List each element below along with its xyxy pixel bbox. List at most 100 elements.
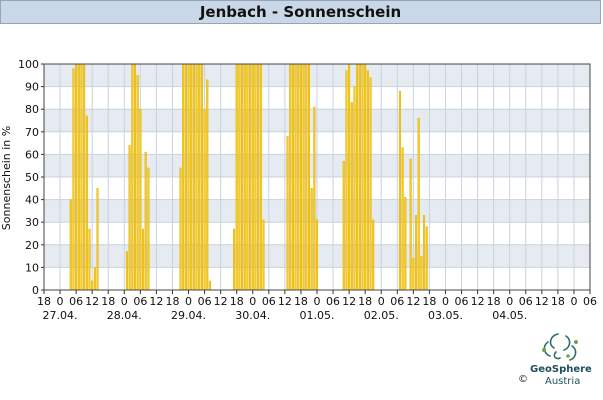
x-tick-label: 18 — [101, 295, 115, 308]
sunshine-bar — [299, 63, 302, 291]
sunshine-bar — [200, 63, 203, 291]
sunshine-bar — [423, 215, 426, 291]
y-tick-label: 70 — [25, 126, 39, 139]
x-tick-label: 06 — [262, 295, 276, 308]
x-tick-label: 18 — [37, 295, 51, 308]
x-tick-label: 06 — [198, 295, 212, 308]
geosphere-logo-icon — [542, 333, 578, 361]
x-tick-label: 06 — [455, 295, 469, 308]
sunshine-bar — [398, 90, 402, 291]
sunshine-bar — [96, 188, 99, 291]
x-tick-label: 18 — [165, 295, 179, 308]
sunshine-bar — [238, 63, 241, 291]
date-labels: 27.04. 28.04. 29.04. 30.04. 01.05. 02.05. 03.0… — [43, 309, 528, 322]
sunshine-bar — [342, 160, 345, 291]
sunshine-bar — [246, 63, 249, 291]
y-tick-label: 90 — [25, 81, 39, 94]
sunshine-bar — [136, 75, 139, 291]
x-tick-label: 06 — [326, 295, 340, 308]
sunshine-bar — [179, 167, 182, 291]
x-tick-label: 0 — [314, 295, 321, 308]
sunshine-bar — [425, 226, 428, 291]
x-tick-label: 18 — [422, 295, 436, 308]
sunshine-bar — [249, 63, 252, 291]
sunshine-bar — [414, 215, 418, 291]
sunshine-bar — [75, 63, 78, 291]
sunshine-bar — [404, 197, 407, 291]
y-tick-label: 10 — [25, 261, 39, 274]
x-tick-labels: 18 0 06 12 18 0 06 12 18 0 06 12 18 0 06 12 18 0 06 12 18 0 06… — [37, 295, 597, 308]
sunshine-bar — [139, 108, 142, 291]
sunshine-bar — [297, 63, 300, 291]
plot-frame — [43, 63, 591, 291]
sunshine-bar — [133, 63, 137, 291]
x-tick-label: 0 — [570, 295, 577, 308]
x-tick-label: 0 — [185, 295, 192, 308]
sunshine-bar — [254, 63, 257, 291]
sunshine-bar — [262, 219, 265, 291]
x-tick-label: 12 — [278, 295, 292, 308]
axes — [41, 63, 591, 294]
date-label: 28.04. — [107, 309, 142, 322]
sunshine-bar — [291, 63, 294, 291]
sunshine-bar — [83, 63, 86, 291]
sunshine-bar — [420, 255, 423, 291]
sunshine-bar — [203, 108, 206, 291]
sunshine-bar — [310, 188, 313, 291]
x-tick-label: 12 — [535, 295, 549, 308]
sunshine-bar — [401, 147, 404, 291]
sunshine-bar — [353, 86, 356, 291]
y-tick-label: 50 — [25, 171, 39, 184]
y-tick-label: 40 — [25, 194, 39, 207]
sunshine-bar — [313, 106, 316, 291]
sunshine-bar — [235, 63, 238, 291]
sunshine-bar — [128, 145, 131, 291]
sunshine-bar — [348, 63, 351, 291]
x-tick-label: 18 — [358, 295, 372, 308]
sunshine-bar — [369, 77, 372, 291]
sunshine-bar — [409, 158, 412, 291]
sunshine-bar — [69, 199, 72, 291]
date-label: 27.04. — [43, 309, 78, 322]
x-tick-label: 0 — [121, 295, 128, 308]
date-label: 29.04. — [171, 309, 206, 322]
sunshine-bar — [184, 63, 187, 291]
x-tick-label: 06 — [519, 295, 533, 308]
sunshine-bar — [241, 63, 244, 291]
sunshine-bar — [190, 63, 193, 291]
date-label: 04.05. — [492, 309, 527, 322]
sunshine-bar — [302, 63, 305, 291]
sunshine-bar — [206, 79, 209, 291]
chart-title-bar: Jenbach - Sonnenschein — [0, 0, 601, 24]
y-tick-label: 30 — [25, 216, 39, 229]
x-tick-label: 12 — [406, 295, 420, 308]
x-tick-label: 06 — [583, 295, 597, 308]
sunshine-bar — [289, 63, 292, 291]
sunshine-bar — [85, 115, 88, 291]
date-label: 30.04. — [235, 309, 270, 322]
x-tick-label: 06 — [69, 295, 83, 308]
y-tick-label: 80 — [25, 103, 39, 116]
sunshine-bar — [356, 63, 359, 291]
x-tick-label: 0 — [378, 295, 385, 308]
chart-title: Jenbach - Sonnenschein — [199, 3, 402, 21]
x-tick-label: 12 — [149, 295, 163, 308]
sunshine-bar — [232, 228, 236, 291]
y-tick-label: 20 — [25, 239, 39, 252]
logo-name: GeoSphere — [530, 364, 592, 375]
sunshine-bar — [77, 63, 80, 291]
sunshine-bar — [195, 63, 198, 291]
x-tick-label: 18 — [230, 295, 244, 308]
y-axis-label: Sonnenschein in % — [0, 126, 13, 230]
sunshine-bar — [147, 167, 150, 291]
sunshine-bar — [192, 63, 195, 291]
sunshine-bar — [141, 228, 145, 291]
sunshine-bar — [315, 219, 319, 291]
sunshine-bar — [251, 63, 254, 291]
sunshine-bar — [208, 280, 211, 291]
sunshine-bar — [372, 219, 375, 291]
sunshine-bar — [72, 68, 75, 291]
sunshine-bar — [243, 63, 246, 291]
sunshine-bar — [198, 63, 201, 291]
sunshine-bar — [417, 118, 420, 291]
